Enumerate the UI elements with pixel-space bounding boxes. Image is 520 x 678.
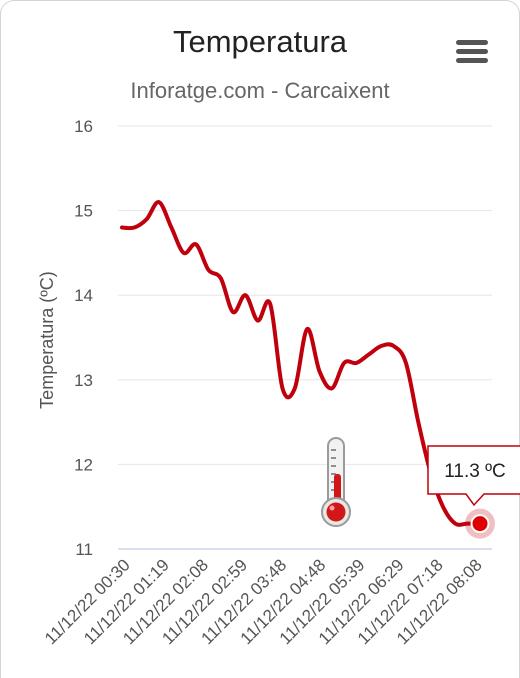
thermometer-icon — [321, 437, 351, 527]
data-point[interactable] — [153, 196, 165, 208]
data-point[interactable] — [165, 222, 177, 234]
data-point[interactable] — [449, 518, 461, 530]
data-point[interactable] — [116, 222, 128, 234]
y-tick-label: 15 — [74, 202, 93, 221]
y-tick-label: 11 — [75, 540, 93, 559]
gridlines — [118, 125, 492, 550]
series-points — [116, 196, 495, 539]
data-point[interactable] — [326, 382, 338, 394]
y-tick-label: 13 — [74, 371, 93, 390]
y-tick-label: 12 — [74, 455, 93, 474]
hamburger-menu-icon[interactable] — [456, 38, 490, 64]
data-point[interactable] — [314, 365, 326, 377]
data-point[interactable] — [470, 514, 490, 534]
data-point[interactable] — [351, 357, 363, 369]
data-point[interactable] — [363, 348, 375, 360]
data-point[interactable] — [252, 315, 264, 327]
data-point[interactable] — [128, 222, 140, 234]
y-tick-label: 14 — [74, 286, 93, 305]
data-point[interactable] — [215, 272, 227, 284]
data-point[interactable] — [289, 382, 301, 394]
chart-title: Temperatura — [172, 24, 348, 59]
data-point[interactable] — [301, 323, 313, 335]
data-point[interactable] — [239, 289, 251, 301]
data-point[interactable] — [190, 238, 202, 250]
data-point[interactable] — [338, 357, 350, 369]
data-point[interactable] — [264, 298, 276, 310]
chart-subtitle: Inforatge.com - Carcaixent — [130, 78, 390, 103]
data-point[interactable] — [276, 382, 288, 394]
data-point[interactable] — [141, 213, 153, 225]
data-point[interactable] — [388, 340, 400, 352]
y-axis-ticks: 16 15 14 13 12 11 — [74, 117, 93, 559]
data-point[interactable] — [437, 501, 449, 513]
data-point[interactable] — [375, 340, 387, 352]
y-tick-label: 16 — [74, 117, 93, 136]
data-point[interactable] — [178, 247, 190, 259]
y-axis-label: Temperatura (ºC) — [37, 271, 57, 409]
data-point[interactable] — [202, 264, 214, 276]
data-point[interactable] — [400, 357, 412, 369]
series-line — [120, 200, 482, 527]
data-point[interactable] — [412, 416, 424, 428]
data-point[interactable] — [227, 306, 239, 318]
tooltip: 11.3 ºC — [427, 445, 520, 507]
tooltip-value: 11.3 ºC — [444, 461, 506, 482]
